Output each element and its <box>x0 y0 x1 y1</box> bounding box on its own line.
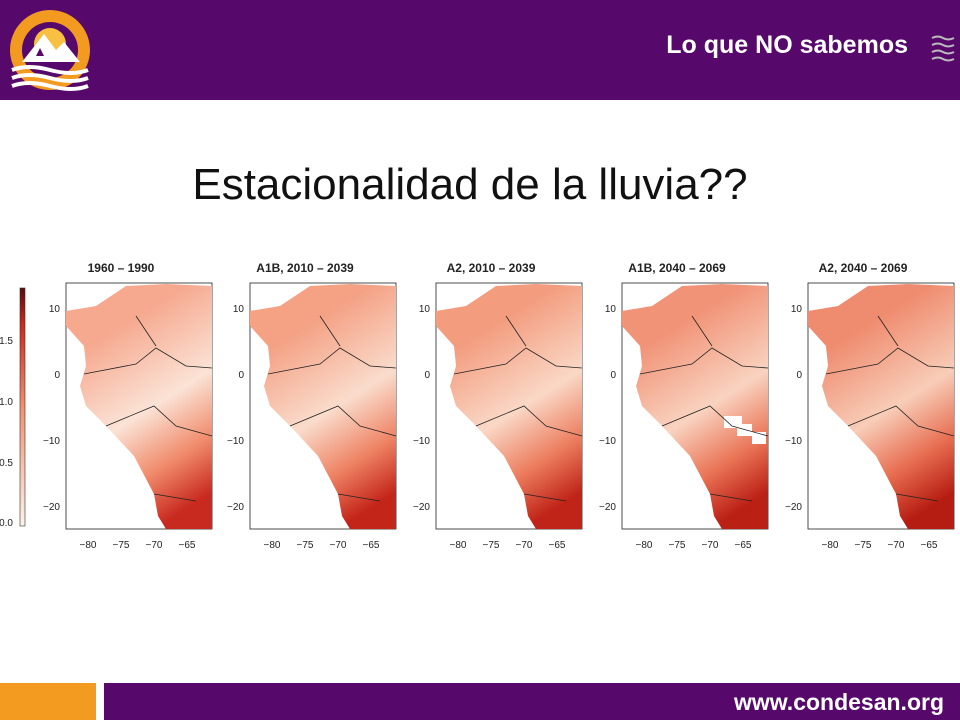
x-tick: −70 <box>888 540 905 551</box>
x-tick: −70 <box>330 540 347 551</box>
x-tick: −75 <box>669 540 686 551</box>
x-tick: −70 <box>702 540 719 551</box>
condesan-logo <box>10 10 90 91</box>
y-tick: −10 <box>413 436 430 447</box>
map-panel: A1B, 2040 – 2069 10 0 −10 −20 −80 −75 −7… <box>592 256 769 556</box>
x-tick: −75 <box>113 540 130 551</box>
legend-tick: 1.0 <box>0 397 13 408</box>
x-tick: −80 <box>264 540 281 551</box>
color-legend: 1.5 1.0 0.5 0.0 <box>0 287 26 529</box>
header-bar: Lo que NO sabemos <box>0 0 960 100</box>
y-tick: −10 <box>227 436 244 447</box>
y-tick: 0 <box>54 370 60 381</box>
y-tick: −20 <box>43 502 60 513</box>
y-tick: −20 <box>227 502 244 513</box>
map-plot: 10 0 −10 −20 −80 −75 −70 −65 <box>599 282 769 551</box>
x-tick: −80 <box>822 540 839 551</box>
x-tick: −80 <box>80 540 97 551</box>
x-tick: −70 <box>516 540 533 551</box>
y-tick: 0 <box>424 370 430 381</box>
y-tick: −10 <box>599 436 616 447</box>
y-tick: 0 <box>610 370 616 381</box>
panel-title: A1B, 2040 – 2069 <box>628 261 726 275</box>
footer-url[interactable]: www.condesan.org <box>733 689 944 715</box>
y-tick: −10 <box>43 436 60 447</box>
map-plot: 10 0 −10 −20 −80 −75 −70 −65 <box>785 282 955 551</box>
x-tick: −65 <box>921 540 938 551</box>
waves-icon <box>931 35 955 62</box>
x-tick: −65 <box>363 540 380 551</box>
footer-bar: www.condesan.org <box>104 683 960 720</box>
map-panel: A2, 2010 – 2039 10 0 −10 −20 −80 −75 −70… <box>406 256 583 556</box>
map-panel: A1B, 2010 – 2039 10 0 −10 −20 −80 −75 −7… <box>220 256 397 556</box>
y-tick: 10 <box>233 304 245 315</box>
legend-tick: 0.5 <box>0 458 13 469</box>
legend-tick: 0.0 <box>0 518 13 529</box>
y-tick: −20 <box>785 502 802 513</box>
y-tick: −20 <box>599 502 616 513</box>
y-tick: 10 <box>791 304 803 315</box>
panel-title: 1960 – 1990 <box>87 261 155 275</box>
x-tick: −75 <box>297 540 314 551</box>
y-tick: −20 <box>413 502 430 513</box>
x-tick: −65 <box>179 540 196 551</box>
y-tick: 0 <box>796 370 802 381</box>
x-tick: −70 <box>146 540 163 551</box>
x-tick: −65 <box>549 540 566 551</box>
map-plot: 10 0 −10 −20 −80 −75 −70 −65 <box>413 282 583 551</box>
x-tick: −75 <box>855 540 872 551</box>
map-panel: A2, 2040 – 2069 10 0 −10 −20 −80 −75 −70… <box>778 256 960 556</box>
y-tick: 0 <box>238 370 244 381</box>
footer-accent <box>0 683 96 720</box>
slide-title: Estacionalidad de la lluvia?? <box>192 160 748 209</box>
x-tick: −80 <box>636 540 653 551</box>
y-tick: 10 <box>419 304 431 315</box>
x-tick: −75 <box>483 540 500 551</box>
panel-title: A1B, 2010 – 2039 <box>256 261 354 275</box>
y-tick: −10 <box>785 436 802 447</box>
x-tick: −65 <box>735 540 752 551</box>
map-plot: 10 0 −10 −20 −80 −75 −70 −65 <box>227 282 397 551</box>
y-tick: 10 <box>49 304 61 315</box>
legend-tick: 1.5 <box>0 336 13 347</box>
section-title: Lo que NO sabemos <box>666 31 908 59</box>
x-tick: −80 <box>450 540 467 551</box>
y-tick: 10 <box>605 304 617 315</box>
map-panel: 1960 – 1990 10 0 −10 −20 −80 −75 −70 −65 <box>36 256 213 556</box>
map-plot: 10 0 −10 −20 −80 −75 −70 −65 <box>43 282 213 551</box>
panel-title: A2, 2010 – 2039 <box>446 261 536 275</box>
panel-title: A2, 2040 – 2069 <box>818 261 908 275</box>
